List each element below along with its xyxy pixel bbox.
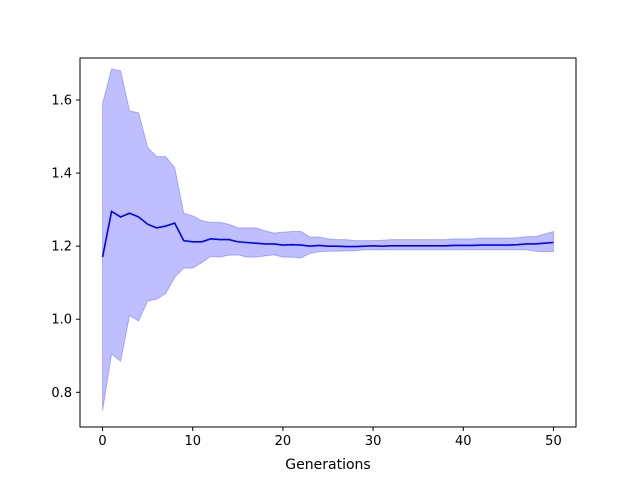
mean-series-line	[101, 210, 554, 258]
mean-line-layer	[101, 210, 554, 258]
x-tick-label: 0	[98, 434, 106, 449]
y-tick-label: 0.8	[51, 386, 72, 401]
y-axis-ticks: 0.8 1.0 1.2 1.4 1.6	[51, 94, 80, 401]
confidence-band	[102, 68, 554, 411]
y-tick-label: 1.2	[51, 240, 72, 255]
x-tick-label: 20	[275, 434, 292, 449]
x-axis-ticks: 0 10 20 30 40 50	[98, 427, 562, 449]
x-axis-label: Generations	[285, 457, 370, 473]
x-tick-label: 10	[184, 434, 201, 449]
x-tick-label: 50	[545, 434, 562, 449]
confidence-band-layer	[102, 68, 554, 411]
x-tick-label: 30	[365, 434, 382, 449]
y-tick-label: 1.4	[51, 167, 72, 182]
x-tick-label: 40	[455, 434, 472, 449]
plot-area-frame	[79, 57, 577, 428]
y-tick-label: 1.6	[51, 94, 72, 109]
y-tick-label: 1.0	[51, 313, 72, 328]
